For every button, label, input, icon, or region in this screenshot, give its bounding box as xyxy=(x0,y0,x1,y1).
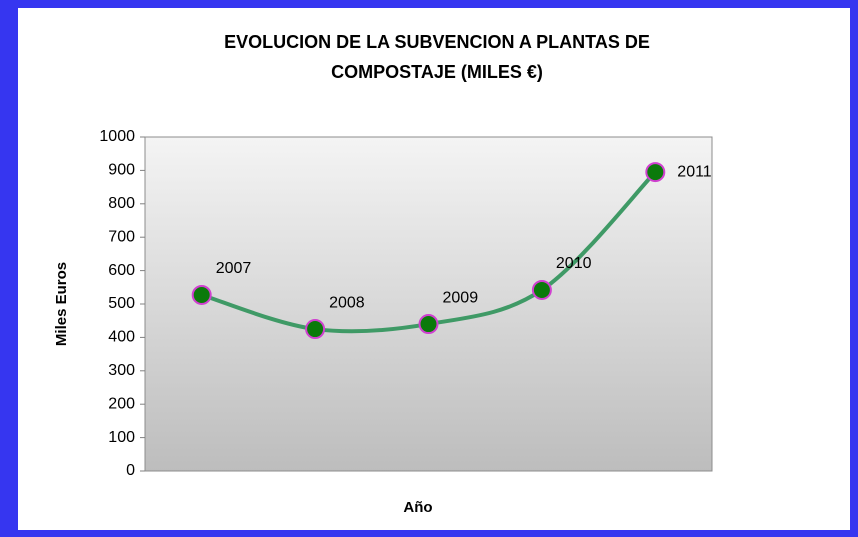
y-tick-label: 400 xyxy=(108,329,135,346)
data-label: 2010 xyxy=(556,255,592,272)
y-tick-label: 700 xyxy=(108,228,135,245)
y-tick-label: 1000 xyxy=(99,128,135,145)
y-tick-label: 900 xyxy=(108,162,135,179)
marker xyxy=(191,284,212,305)
data-label: 2007 xyxy=(216,260,252,277)
data-label: 2008 xyxy=(329,294,365,311)
y-tick-label: 600 xyxy=(108,262,135,279)
data-label: 2009 xyxy=(443,289,479,306)
y-tick-label: 200 xyxy=(108,395,135,412)
marker xyxy=(645,162,666,183)
y-tick-label: 500 xyxy=(108,295,135,312)
marker xyxy=(305,319,326,340)
data-label: 2011 xyxy=(677,163,712,180)
chart-title: EVOLUCION DE LA SUBVENCION A PLANTAS DE xyxy=(224,32,650,52)
y-tick-label: 800 xyxy=(108,195,135,212)
marker xyxy=(531,279,552,300)
y-tick-label: 100 xyxy=(108,429,135,446)
plot-area xyxy=(144,136,713,472)
x-axis-label: Año xyxy=(403,499,432,516)
y-tick-label: 300 xyxy=(108,362,135,379)
marker xyxy=(418,314,439,335)
y-tick-label: 0 xyxy=(126,462,135,479)
chart-title: COMPOSTAJE (MILES €) xyxy=(331,62,543,82)
y-axis-label: Miles Euros xyxy=(53,262,70,346)
